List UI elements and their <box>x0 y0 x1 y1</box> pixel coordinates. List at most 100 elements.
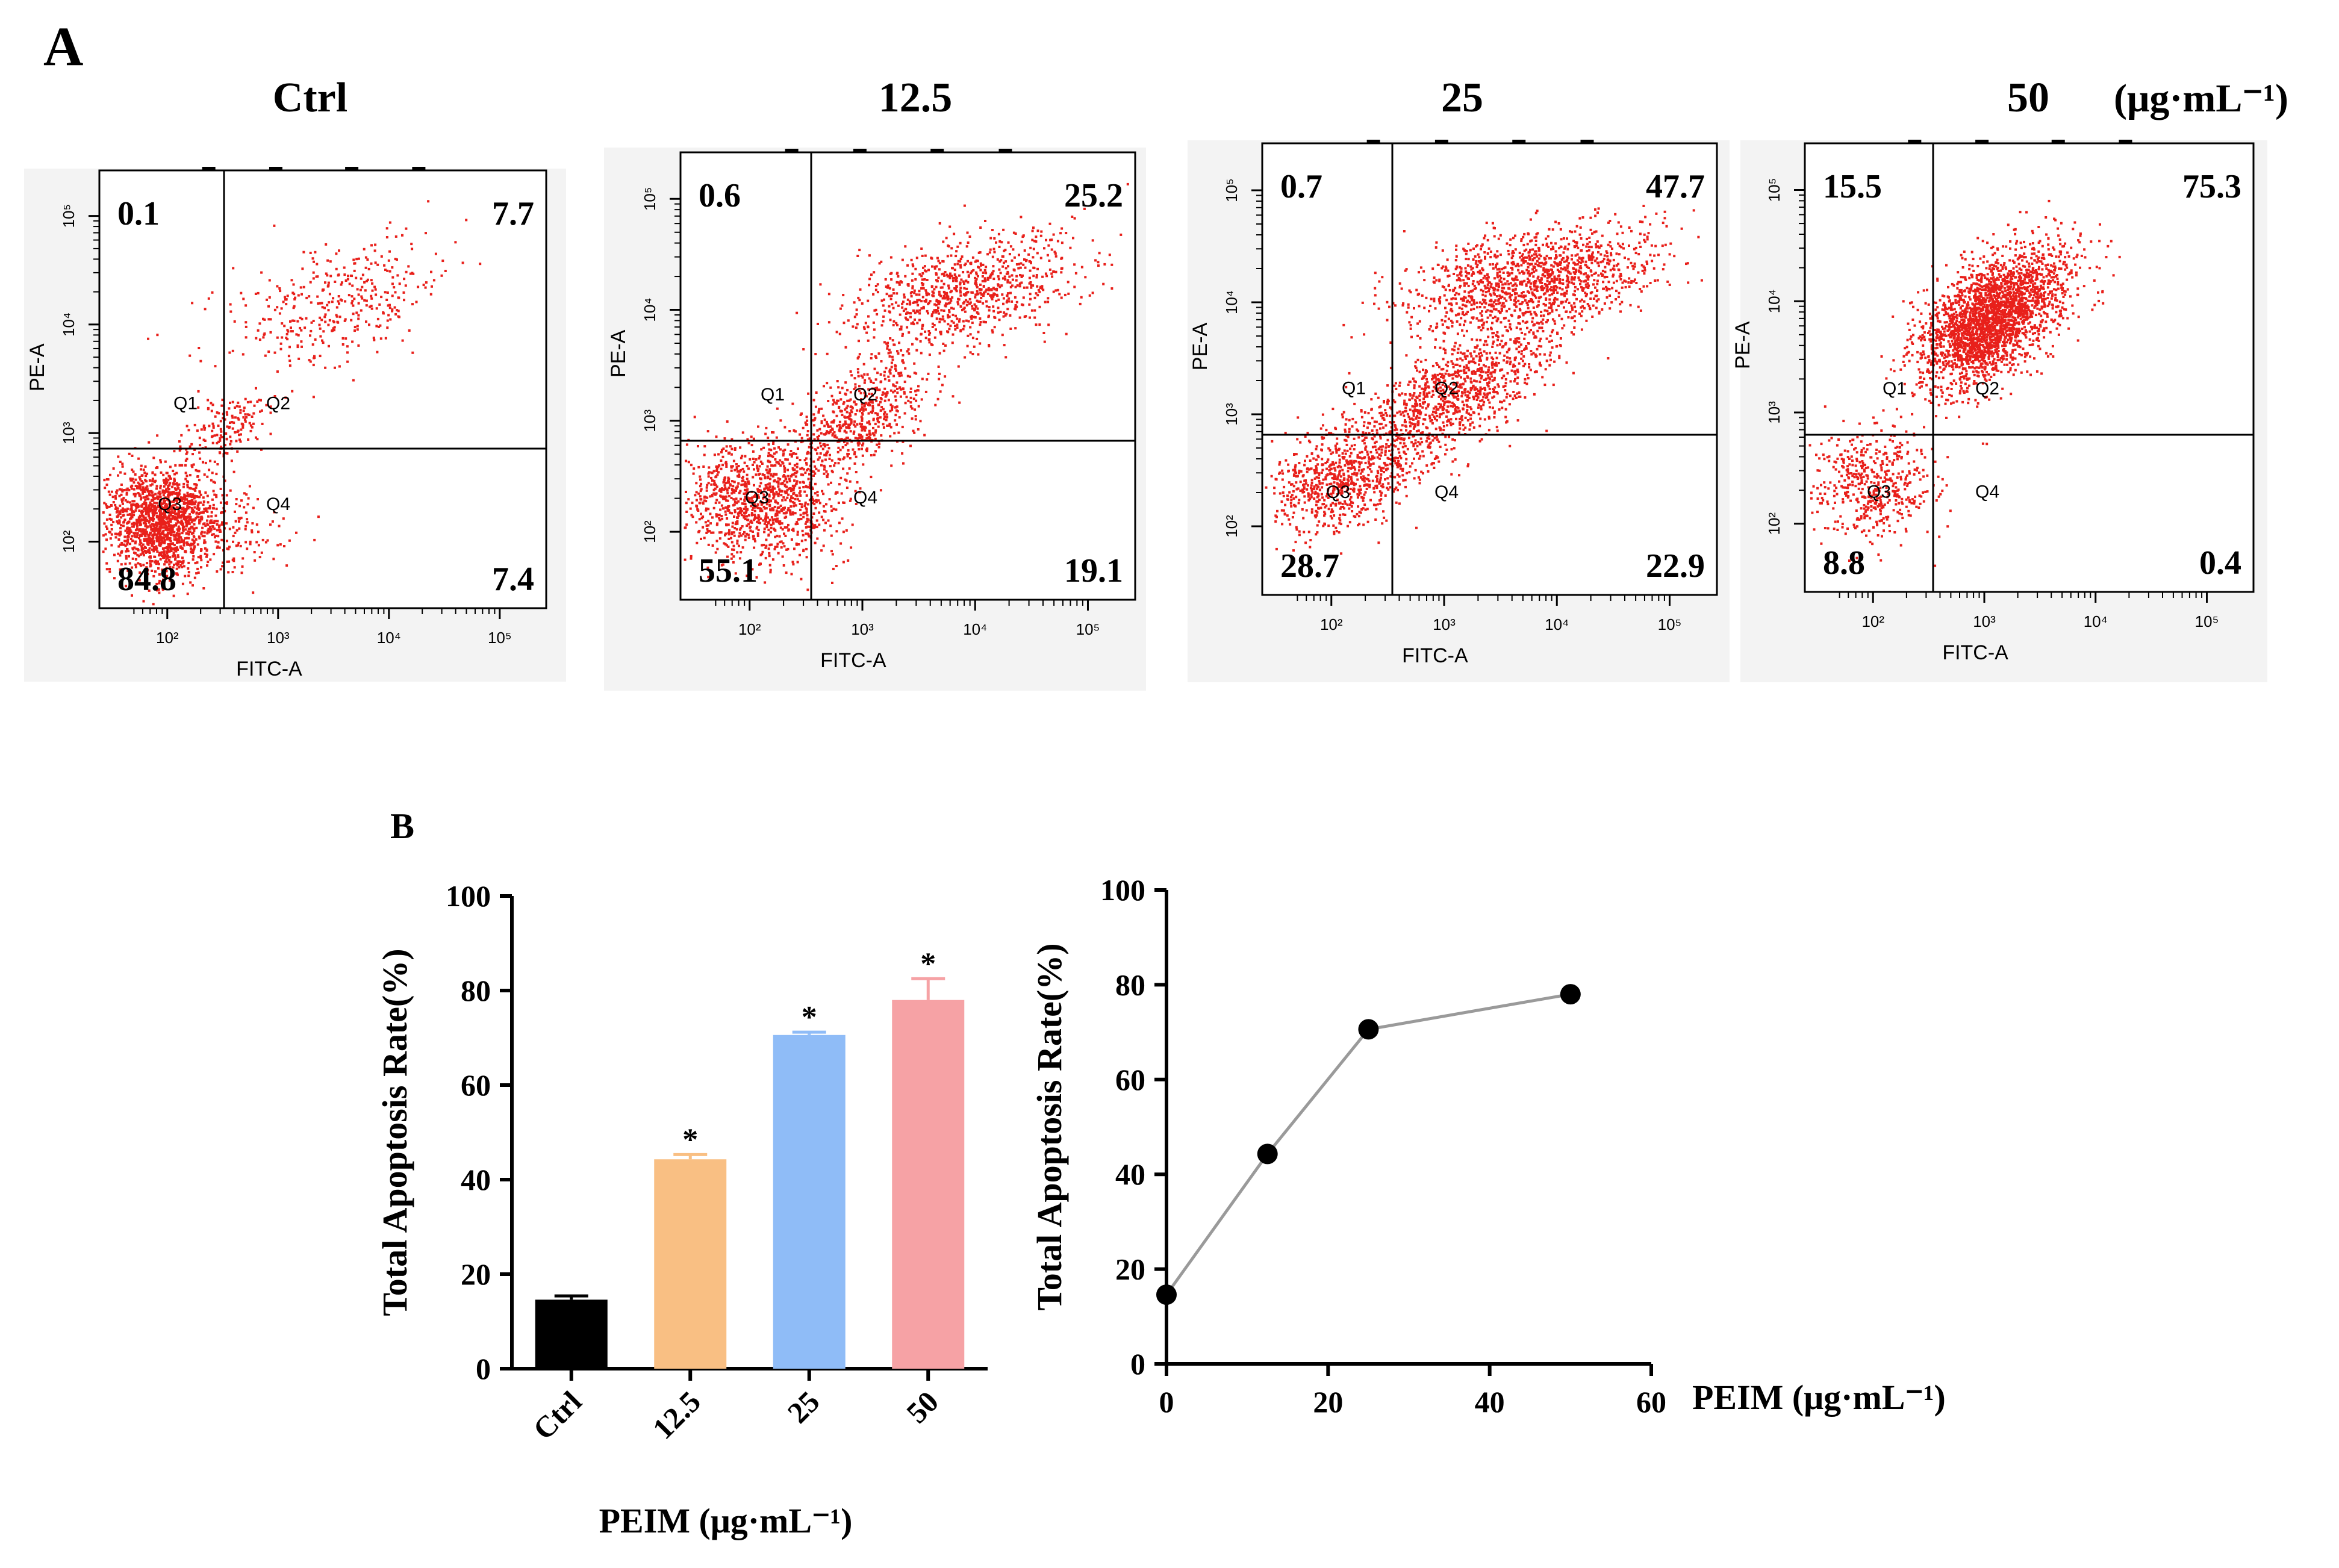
flow-event-dot <box>132 493 135 496</box>
flow-event-dot <box>848 417 851 420</box>
flow-event-dot <box>352 379 355 382</box>
flow-event-dot <box>113 553 116 556</box>
flow-event-dot <box>814 417 817 420</box>
flow-event-dot <box>281 322 284 325</box>
flow-event-dot <box>1040 230 1043 233</box>
flow-event-dot <box>121 507 124 510</box>
flow-event-dot <box>870 476 873 479</box>
flow-event-dot <box>777 477 780 480</box>
flow-event-dot <box>790 490 793 493</box>
flow-event-dot <box>151 548 154 551</box>
flow-event-dot <box>121 500 123 503</box>
flow-event-dot <box>373 249 376 252</box>
flow-event-dot <box>146 573 149 576</box>
flow-event-dot <box>164 482 167 485</box>
flow-event-dot <box>891 303 894 306</box>
flow-event-dot <box>938 268 941 271</box>
flow-event-dot <box>695 521 698 524</box>
flow-event-dot <box>793 479 796 482</box>
flow-event-dot <box>1011 278 1014 281</box>
flow-event-dot <box>145 532 148 535</box>
flow-event-dot <box>845 406 848 409</box>
flow-event-dot <box>257 544 260 547</box>
flow-event-dot <box>879 381 882 384</box>
flow-event-dot <box>160 538 163 541</box>
flow-event-dot <box>1041 285 1044 288</box>
flow-event-dot <box>1039 234 1042 237</box>
flow-event-dot <box>161 519 164 521</box>
flow-event-dot <box>1054 252 1057 255</box>
flow-event-dot <box>218 524 221 527</box>
flow-event-dot <box>979 269 982 272</box>
flow-event-dot <box>140 498 142 501</box>
flow-event-dot <box>876 313 879 316</box>
flow-event-dot <box>979 251 982 254</box>
flow-event-dot <box>977 353 980 356</box>
flow-event-dot <box>812 419 815 422</box>
flow-event-dot <box>202 587 205 590</box>
flow-event-dot <box>790 496 793 499</box>
flow-event-dot <box>706 484 709 487</box>
flow-event-dot <box>721 464 724 467</box>
flow-event-dot <box>136 534 139 537</box>
flow-event-dot <box>817 499 820 502</box>
flow-event-dot <box>903 391 906 394</box>
flow-event-dot <box>841 304 844 307</box>
flow-event-dot <box>137 549 140 552</box>
flow-event-dot <box>867 388 870 391</box>
flow-event-dot <box>207 523 210 526</box>
flow-event-dot <box>219 437 222 440</box>
flow-event-dot <box>786 488 789 491</box>
flow-event-dot <box>158 554 160 557</box>
flow-event-dot <box>896 272 899 275</box>
flow-event-dot <box>166 487 169 490</box>
flow-event-dot <box>909 375 912 378</box>
flow-event-dot <box>805 485 808 488</box>
flow-event-dot <box>744 505 747 508</box>
flow-event-dot <box>105 562 108 565</box>
flow-event-dot <box>919 420 922 423</box>
flow-event-dot <box>922 305 925 308</box>
flow-event-dot <box>874 308 877 311</box>
flow-event-dot <box>792 501 794 504</box>
flow-event-dot <box>908 300 911 303</box>
flow-event-dot <box>774 514 777 517</box>
flow-event-dot <box>361 297 364 300</box>
flow-event-dot <box>992 247 995 250</box>
flow-event-dot <box>924 289 927 292</box>
flow-event-dot <box>319 327 322 330</box>
flow-event-dot <box>161 541 164 544</box>
flow-event-dot <box>173 497 176 500</box>
flow-event-dot <box>968 297 971 300</box>
flow-event-dot <box>950 275 953 278</box>
flow-event-dot <box>130 506 133 509</box>
flow-event-dot <box>829 425 832 428</box>
flow-event-dot <box>756 535 759 537</box>
flow-event-dot <box>740 468 742 471</box>
flow-event-dot <box>737 482 740 485</box>
flow-event-dot <box>187 481 189 484</box>
flow-event-dot <box>166 555 169 558</box>
flow-event-dot <box>137 520 140 523</box>
flow-event-dot <box>148 533 151 536</box>
flow-event-dot <box>378 325 381 328</box>
flow-event-dot <box>1001 293 1004 296</box>
flow-event-dot <box>700 538 702 540</box>
flow-event-dot <box>756 488 759 491</box>
flow-event-dot <box>317 302 320 305</box>
flow-event-dot <box>763 496 766 499</box>
flow-event-dot <box>308 359 311 362</box>
flow-event-dot <box>976 337 979 340</box>
flow-event-dot <box>178 535 181 538</box>
flow-event-dot <box>873 328 876 331</box>
flow-event-dot <box>144 507 147 510</box>
flow-event-dot <box>161 540 164 543</box>
flow-event-dot <box>388 303 391 306</box>
flow-event-dot <box>193 527 196 530</box>
flow-event-dot <box>758 457 761 460</box>
flow-event-dot <box>822 493 825 496</box>
flow-event-dot <box>868 402 871 405</box>
flow-event-dot <box>736 516 739 519</box>
flow-event-dot <box>1002 228 1005 231</box>
flow-event-dot <box>188 517 191 520</box>
